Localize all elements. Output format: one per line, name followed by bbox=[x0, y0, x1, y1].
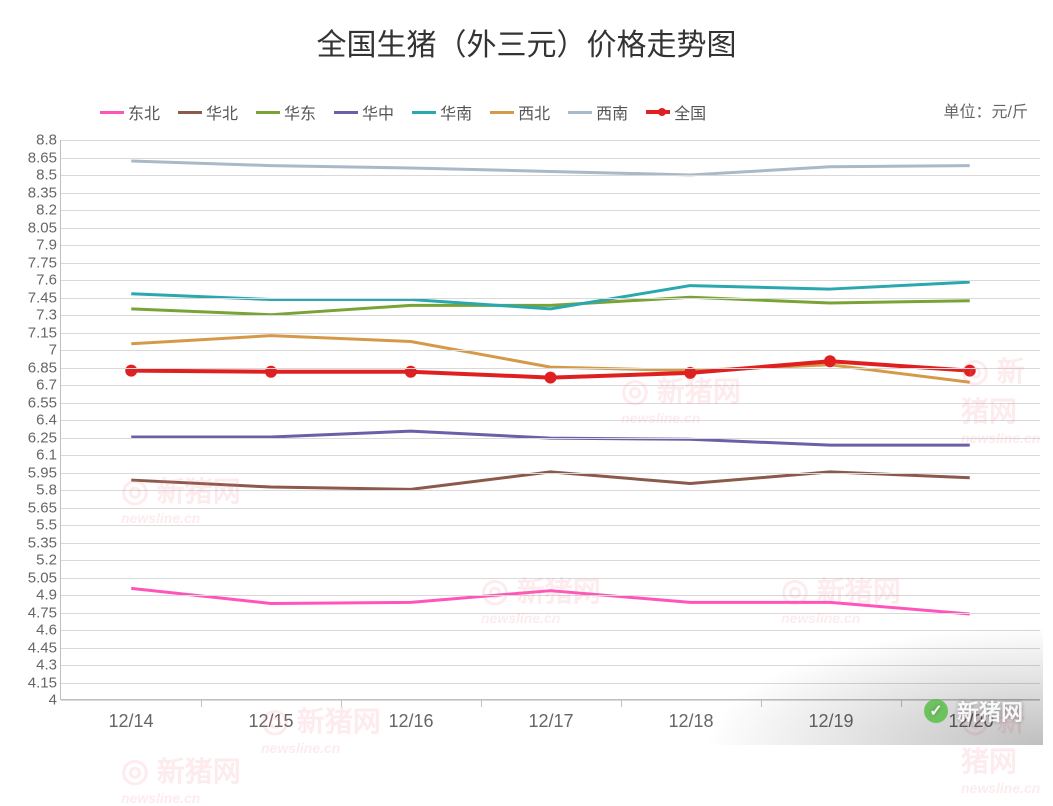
legend: 东北 华北 华东 华中 华南 西北 西南 全国 bbox=[100, 100, 706, 124]
legend-item: 西北 bbox=[490, 100, 550, 124]
legend-item: 华南 bbox=[412, 100, 472, 124]
y-tick-label: 4.6 bbox=[36, 622, 61, 639]
series-marker bbox=[824, 355, 836, 367]
y-tick-label: 5.2 bbox=[36, 552, 61, 569]
y-tick-label: 4.45 bbox=[28, 639, 61, 656]
series-marker bbox=[125, 365, 137, 377]
chart-title: 全国生猪（外三元）价格走势图 bbox=[10, 20, 1043, 64]
y-tick-label: 7.3 bbox=[36, 307, 61, 324]
plot-area: 44.154.34.454.64.754.95.055.25.355.55.65… bbox=[60, 140, 1040, 700]
y-tick-label: 8.5 bbox=[36, 167, 61, 184]
series-marker bbox=[545, 372, 557, 384]
y-tick-label: 8.05 bbox=[28, 219, 61, 236]
legend-label: 东北 bbox=[128, 100, 160, 124]
legend-label: 西北 bbox=[518, 100, 550, 124]
legend-item: 华东 bbox=[256, 100, 316, 124]
y-tick-label: 8.35 bbox=[28, 184, 61, 201]
y-tick-label: 6.1 bbox=[36, 447, 61, 464]
y-tick-label: 5.5 bbox=[36, 517, 61, 534]
legend-label: 华中 bbox=[362, 100, 394, 124]
legend-label: 华南 bbox=[440, 100, 472, 124]
y-tick-label: 5.95 bbox=[28, 464, 61, 481]
y-tick-label: 8.65 bbox=[28, 149, 61, 166]
x-tick-label: 12/16 bbox=[388, 699, 433, 732]
series-line bbox=[131, 472, 970, 489]
y-tick-label: 4.3 bbox=[36, 657, 61, 674]
y-tick-label: 6.25 bbox=[28, 429, 61, 446]
legend-label: 全国 bbox=[674, 100, 706, 124]
unit-label: 单位：元/斤 bbox=[944, 98, 1028, 122]
legend-label: 华东 bbox=[284, 100, 316, 124]
x-tick-label: 12/15 bbox=[248, 699, 293, 732]
y-tick-label: 4 bbox=[49, 692, 61, 709]
svg-text:✓: ✓ bbox=[929, 703, 942, 720]
y-tick-label: 6.85 bbox=[28, 359, 61, 376]
y-tick-label: 5.35 bbox=[28, 534, 61, 551]
legend-label: 华北 bbox=[206, 100, 238, 124]
y-tick-label: 6.4 bbox=[36, 412, 61, 429]
series-marker bbox=[964, 365, 976, 377]
y-tick-label: 8.2 bbox=[36, 202, 61, 219]
y-tick-label: 5.8 bbox=[36, 482, 61, 499]
y-tick-label: 8.8 bbox=[36, 132, 61, 149]
y-tick-label: 4.15 bbox=[28, 674, 61, 691]
x-tick-label: 12/17 bbox=[528, 699, 573, 732]
x-tick-label: 12/18 bbox=[668, 699, 713, 732]
legend-label: 西南 bbox=[596, 100, 628, 124]
y-tick-label: 6.55 bbox=[28, 394, 61, 411]
legend-item: 全国 bbox=[646, 100, 706, 124]
y-tick-label: 7.9 bbox=[36, 237, 61, 254]
y-tick-label: 7.75 bbox=[28, 254, 61, 271]
y-tick-label: 6.7 bbox=[36, 377, 61, 394]
y-tick-label: 4.9 bbox=[36, 587, 61, 604]
corner-logo: ✓ 新猪网 bbox=[923, 695, 1023, 727]
legend-item: 西南 bbox=[568, 100, 628, 124]
series-marker bbox=[684, 367, 696, 379]
x-tick-label: 12/19 bbox=[808, 699, 853, 732]
y-tick-label: 4.75 bbox=[28, 604, 61, 621]
legend-item: 华北 bbox=[178, 100, 238, 124]
chart-container: 全国生猪（外三元）价格走势图 东北 华北 华东 华中 华南 西北 西南 全国 单位：元/斤 4… bbox=[10, 10, 1043, 745]
y-tick-label: 7 bbox=[49, 342, 61, 359]
y-tick-label: 5.05 bbox=[28, 569, 61, 586]
y-tick-label: 7.45 bbox=[28, 289, 61, 306]
y-tick-label: 5.65 bbox=[28, 499, 61, 516]
series-line bbox=[131, 161, 970, 175]
watermark: ◎ 新猪网newsline.cn bbox=[121, 750, 241, 806]
y-tick-label: 7.15 bbox=[28, 324, 61, 341]
y-tick-label: 7.6 bbox=[36, 272, 61, 289]
series-line bbox=[131, 588, 970, 614]
legend-item: 华中 bbox=[334, 100, 394, 124]
x-tick-label: 12/14 bbox=[108, 699, 153, 732]
legend-item: 东北 bbox=[100, 100, 160, 124]
